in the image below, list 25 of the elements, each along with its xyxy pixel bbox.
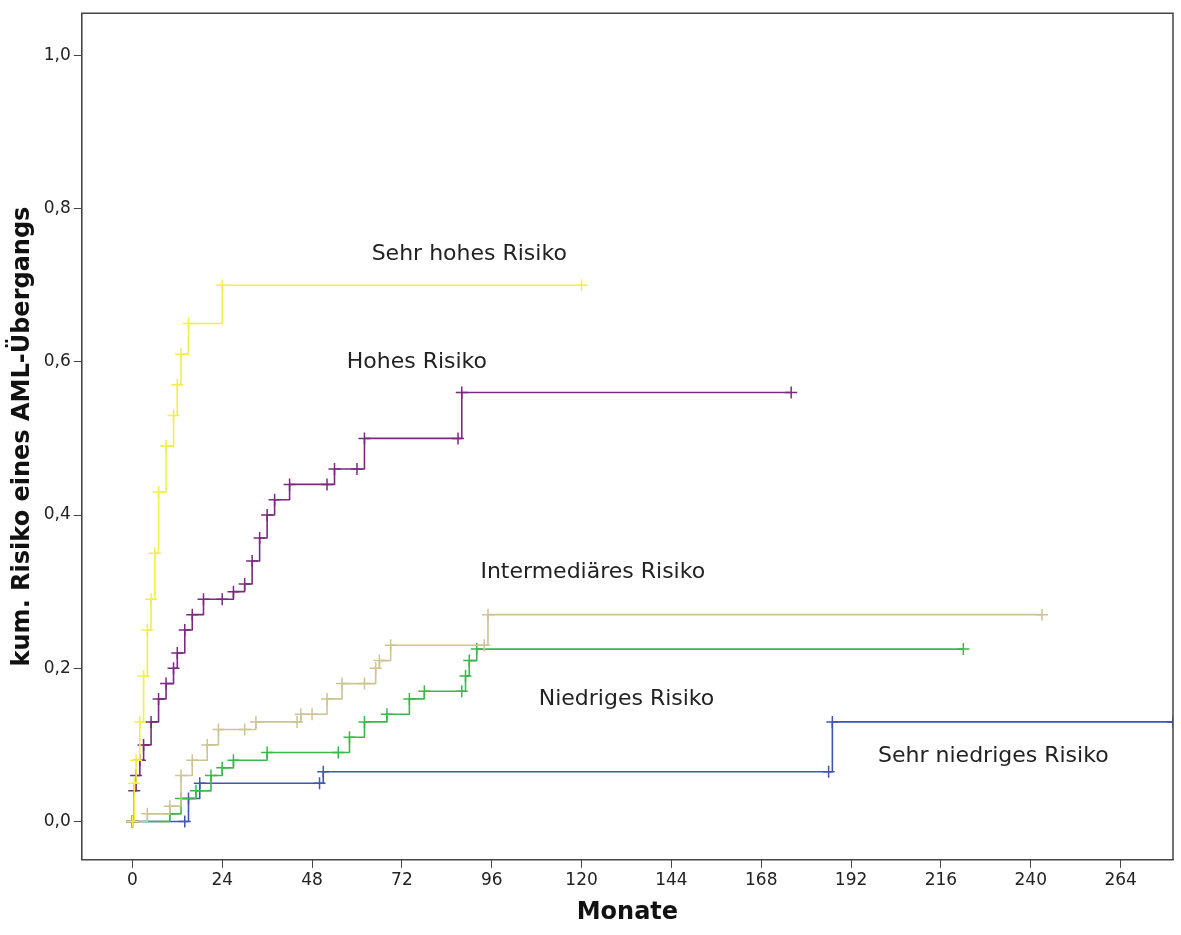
- x-axis-title: Monate: [576, 896, 679, 925]
- y-tick-label: 0,8: [43, 196, 71, 217]
- x-tick-label: 24: [211, 869, 234, 890]
- x-tick-label: 120: [565, 869, 598, 890]
- x-tick-label: 144: [655, 869, 688, 890]
- x-tick-label: 0: [126, 869, 138, 890]
- series-label: Intermediäres Risiko: [480, 558, 706, 584]
- x-tick-label: 264: [1104, 869, 1137, 890]
- x-tick-label: 48: [301, 869, 323, 890]
- y-tick-label: 0,0: [43, 809, 71, 830]
- y-tick-label: 0,6: [43, 350, 71, 371]
- series-label: Hohes Risiko: [346, 347, 488, 373]
- y-tick-label: 0,4: [43, 503, 71, 524]
- x-tick-label: 216: [924, 869, 958, 890]
- series-label: Niedriges Risiko: [538, 684, 715, 710]
- x-tick-label: 192: [834, 869, 868, 890]
- y-tick-label: 0,2: [43, 656, 71, 677]
- x-tick-label: 96: [480, 869, 503, 890]
- series-label: Sehr hohes Risiko: [371, 240, 567, 266]
- x-tick-label: 240: [1014, 869, 1047, 890]
- x-tick-label: 168: [745, 869, 778, 890]
- x-tick-label: 72: [391, 869, 413, 890]
- series-label: Sehr niedriges Risiko: [878, 742, 1109, 768]
- y-tick-label: 1,0: [43, 43, 71, 64]
- y-axis-title: kum. Risiko eines AML-Übergangs: [4, 206, 35, 667]
